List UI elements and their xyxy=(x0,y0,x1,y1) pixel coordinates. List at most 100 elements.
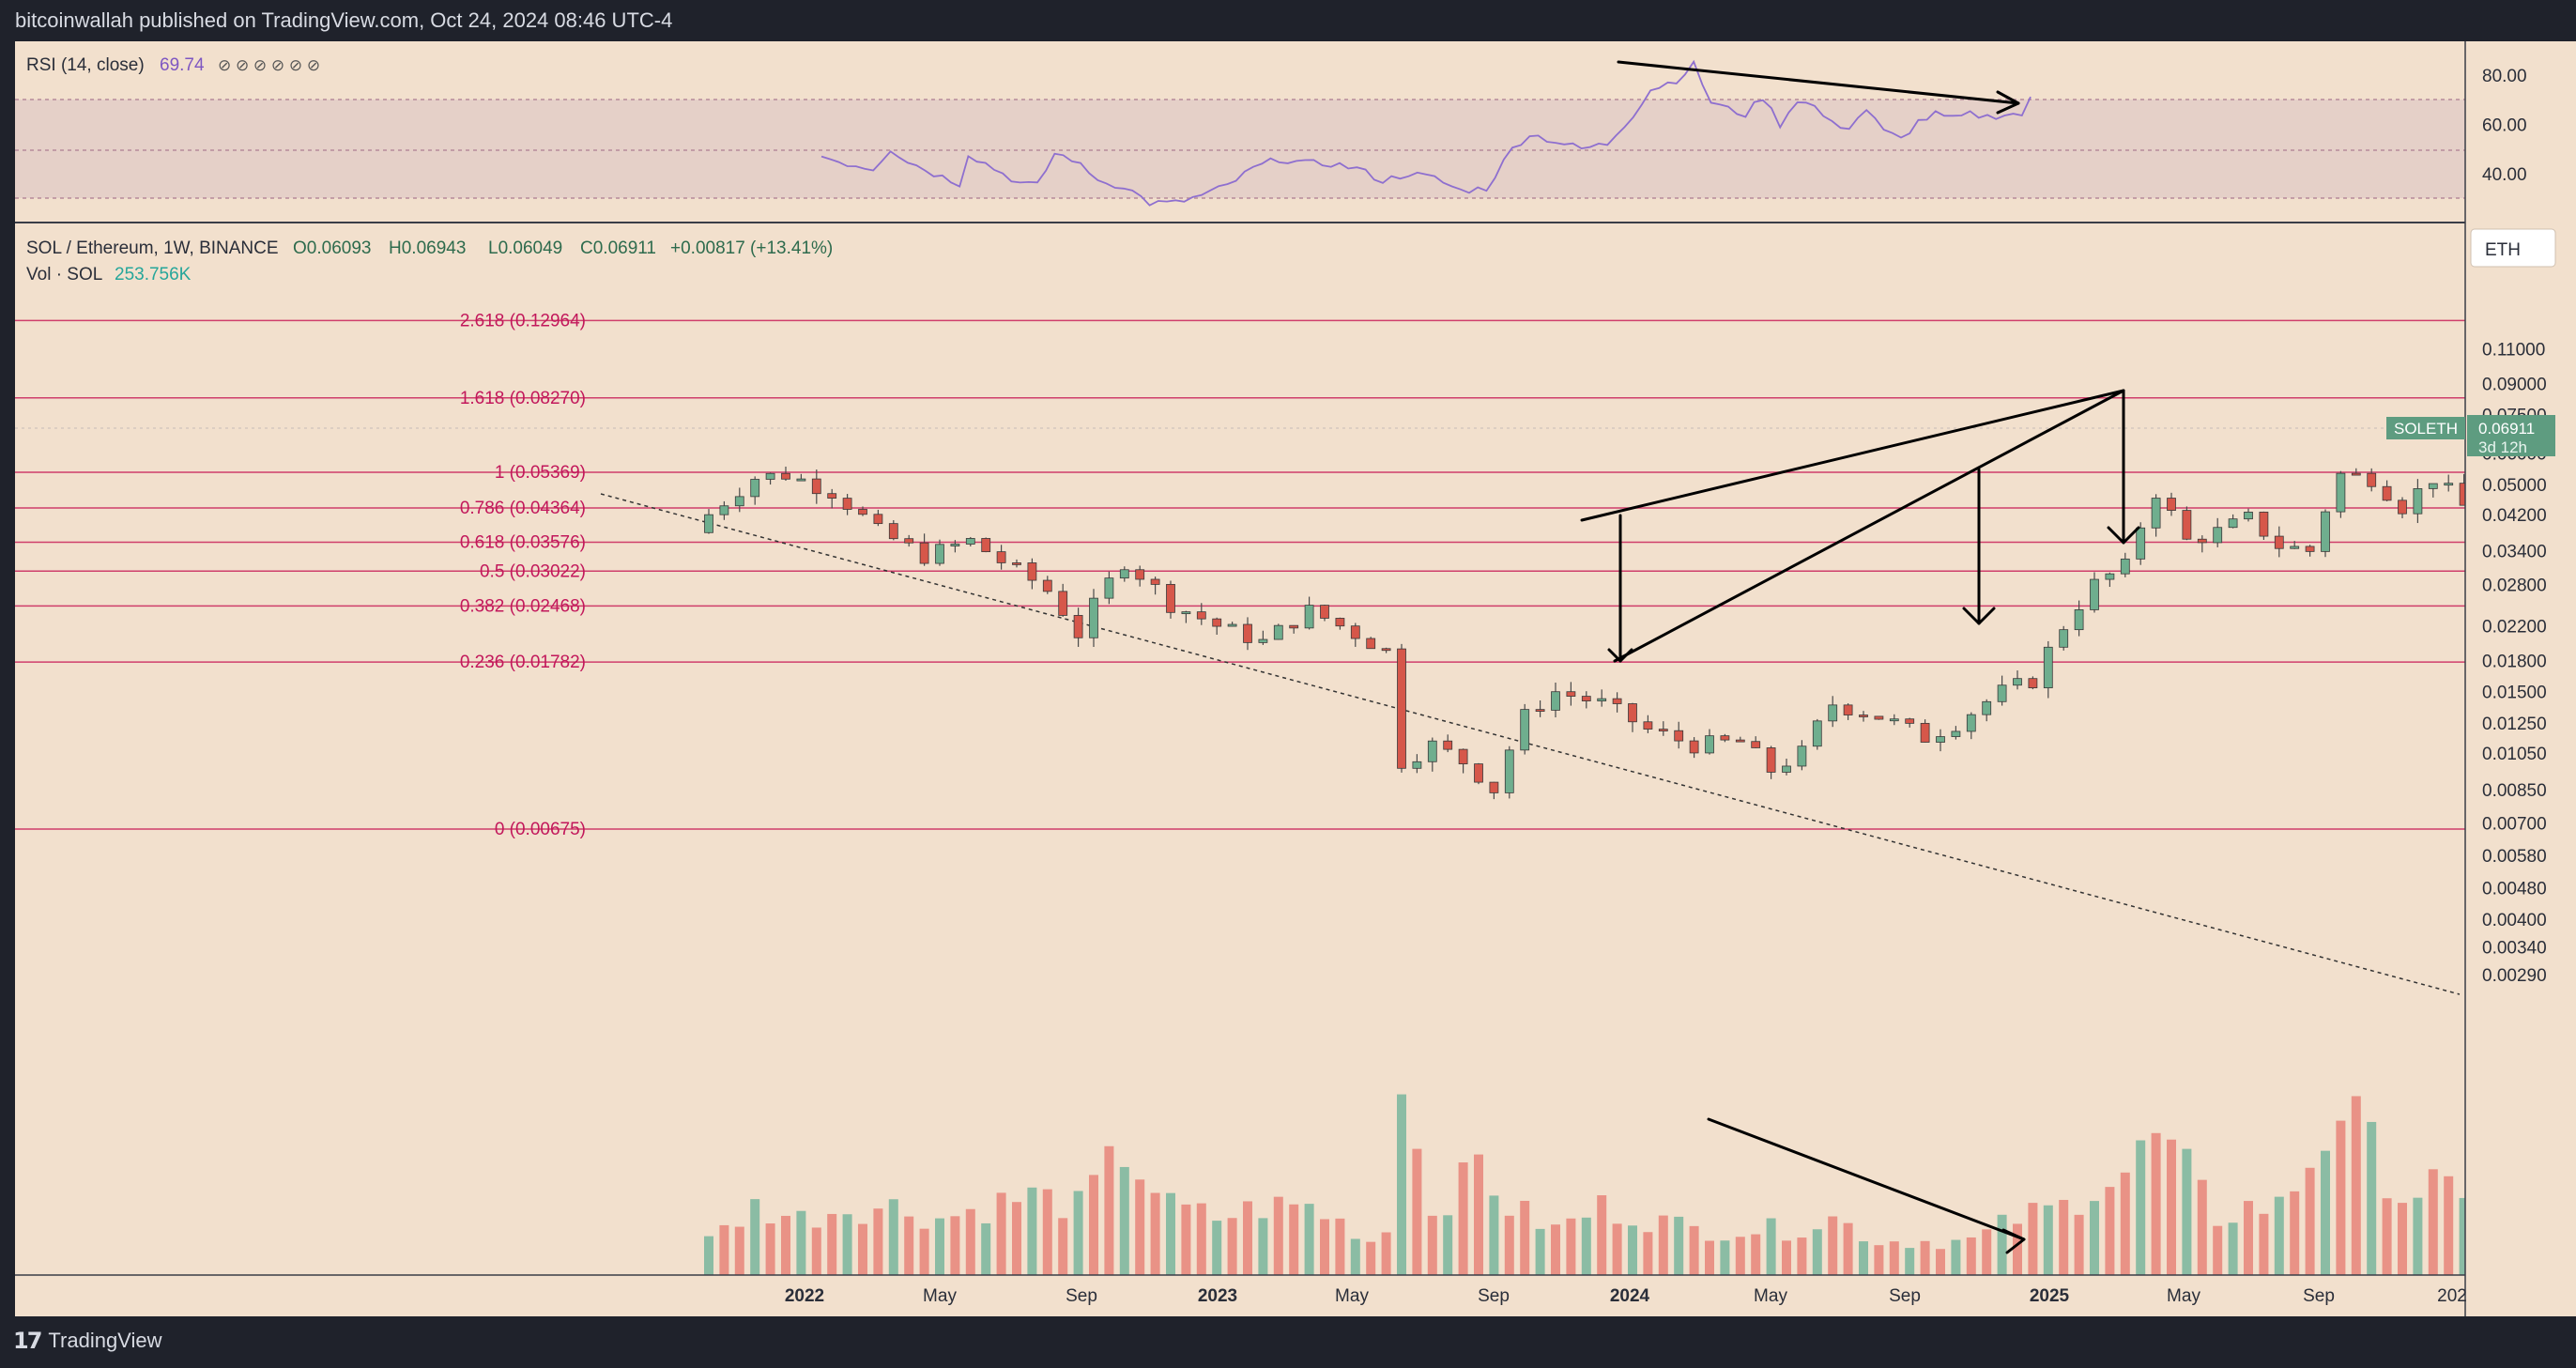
candle-body xyxy=(2259,512,2269,537)
volume-bar xyxy=(950,1216,960,1275)
price-axis-tick: 0.11000 xyxy=(2482,341,2545,361)
volume-bar xyxy=(1936,1249,1945,1275)
candle-body xyxy=(1566,691,1576,697)
volume-bar xyxy=(1982,1229,1992,1275)
footer-bar: 17 TradingView xyxy=(0,1316,2576,1368)
candle-body xyxy=(2413,488,2423,515)
candle-body xyxy=(827,493,837,499)
volume-bar xyxy=(1566,1218,1576,1275)
time-axis-label: May xyxy=(923,1286,957,1306)
candle-body xyxy=(935,544,944,564)
candle-body xyxy=(1489,781,1499,793)
volume-bar xyxy=(935,1218,944,1275)
price-tag-box xyxy=(2467,415,2555,456)
candle-body xyxy=(2290,546,2300,549)
candle-body xyxy=(996,551,1006,563)
chart-canvas[interactable]: RSI (14, close) 69.74 ⊘ ⊘ ⊘ ⊘ ⊘ ⊘ 2.618 … xyxy=(0,41,2576,1316)
candle-body xyxy=(2244,512,2253,520)
price-tag-countdown: 3d 12h xyxy=(2478,438,2527,456)
candle-body xyxy=(904,538,914,544)
volume-bar xyxy=(2136,1140,2146,1275)
volume-bar xyxy=(1997,1214,2007,1275)
candle-body xyxy=(1766,747,1776,773)
tradingview-brand[interactable]: 17 TradingView xyxy=(13,1328,161,1354)
candle-body xyxy=(1073,615,1083,638)
time-axis-label: 2024 xyxy=(1610,1286,1650,1306)
volume-bar xyxy=(1073,1191,1083,1275)
volume-bar xyxy=(2398,1203,2407,1275)
currency-button[interactable]: ETH xyxy=(2470,228,2556,268)
candle-body xyxy=(2336,472,2346,513)
candle-body xyxy=(1951,730,1961,737)
fib-label: 0.618 (0.03576) xyxy=(460,532,586,552)
volume-bar xyxy=(1012,1202,1021,1275)
tradingview-logo-icon: 17 xyxy=(13,1328,42,1354)
candle-body xyxy=(1243,623,1252,643)
volume-bar xyxy=(1643,1232,1653,1275)
volume-bar xyxy=(2459,1197,2469,1275)
volume-bar xyxy=(1905,1248,1915,1275)
time-axis-label: May xyxy=(1754,1286,1787,1306)
volume-bar xyxy=(1150,1192,1160,1275)
candle-body xyxy=(1689,740,1699,754)
volume-bar xyxy=(2413,1197,2423,1275)
candle-body xyxy=(1936,736,1945,743)
candle-body xyxy=(1735,739,1745,743)
volume-bar xyxy=(1027,1187,1037,1275)
currency-button-bg[interactable] xyxy=(2470,228,2556,268)
volume-bar xyxy=(750,1199,760,1275)
volume-bar xyxy=(1058,1218,1068,1275)
candle-body xyxy=(873,514,883,525)
wedge-target-2-arrowhead xyxy=(1962,607,1996,625)
volume-bar xyxy=(2444,1176,2454,1275)
price-axis-tick: 0.02800 xyxy=(2482,576,2547,595)
volume-bar xyxy=(2228,1222,2238,1275)
candle-body xyxy=(2120,558,2130,575)
candle-body xyxy=(1443,740,1453,750)
time-axis: 2022 May Sep 2023 May Sep 2024 May Sep 2025 May Sep… xyxy=(785,1286,2467,1306)
candle-body xyxy=(2043,646,2053,689)
fib-label: 1.618 (0.08270) xyxy=(460,389,586,408)
currency-button-label[interactable]: ETH xyxy=(2485,240,2521,260)
price-axis-tick: 0.04200 xyxy=(2482,506,2547,526)
volume-bar xyxy=(1089,1175,1098,1275)
candle-body xyxy=(2136,527,2146,560)
volume-bar xyxy=(704,1236,713,1275)
volume-bar xyxy=(1920,1240,1930,1275)
candle-body xyxy=(2013,678,2022,686)
candle-body xyxy=(796,478,806,482)
candle-body xyxy=(2321,511,2330,552)
time-axis-label: Sep xyxy=(2303,1286,2335,1306)
volume-bar xyxy=(1705,1240,1714,1275)
volume-bar xyxy=(1135,1179,1145,1275)
candle-body xyxy=(1227,623,1237,627)
volume-bar xyxy=(1520,1200,1530,1275)
volume-bar xyxy=(2090,1201,2099,1275)
price-axis-tick: 0.00580 xyxy=(2482,847,2547,867)
rsi-divergence-arrowhead xyxy=(1996,90,2020,115)
volume-bar xyxy=(1689,1225,1699,1275)
volume-bar xyxy=(2290,1191,2300,1275)
candle-body xyxy=(1658,729,1668,731)
ohlc-low: L0.06049 xyxy=(488,238,562,258)
volume-bar xyxy=(1859,1241,1868,1275)
candle-body xyxy=(2151,498,2161,529)
price-axis-tick: 0.01250 xyxy=(2482,715,2547,734)
volume-bar xyxy=(2367,1121,2377,1275)
candle-body xyxy=(719,505,729,515)
candle-body xyxy=(842,498,852,510)
candle-body xyxy=(1828,704,1838,722)
candle-body xyxy=(1350,625,1360,639)
price-axis-tick: 0.01500 xyxy=(2482,684,2547,703)
volume-bar xyxy=(1273,1196,1283,1275)
volume-bar xyxy=(2274,1196,2284,1275)
wedge-target-1-arrowhead xyxy=(2107,526,2140,545)
rsi-settings-icons[interactable]: ⊘ ⊘ ⊘ ⊘ ⊘ ⊘ xyxy=(218,56,320,74)
candle-body xyxy=(1504,749,1514,793)
candle-body xyxy=(1643,721,1653,730)
price-axis-tick: 0.00700 xyxy=(2482,814,2547,834)
volume-value: 253.756K xyxy=(115,265,192,284)
price-axis-tick: 0.01800 xyxy=(2482,652,2547,671)
volume-bar xyxy=(2428,1169,2438,1275)
volume-bar xyxy=(719,1224,729,1275)
